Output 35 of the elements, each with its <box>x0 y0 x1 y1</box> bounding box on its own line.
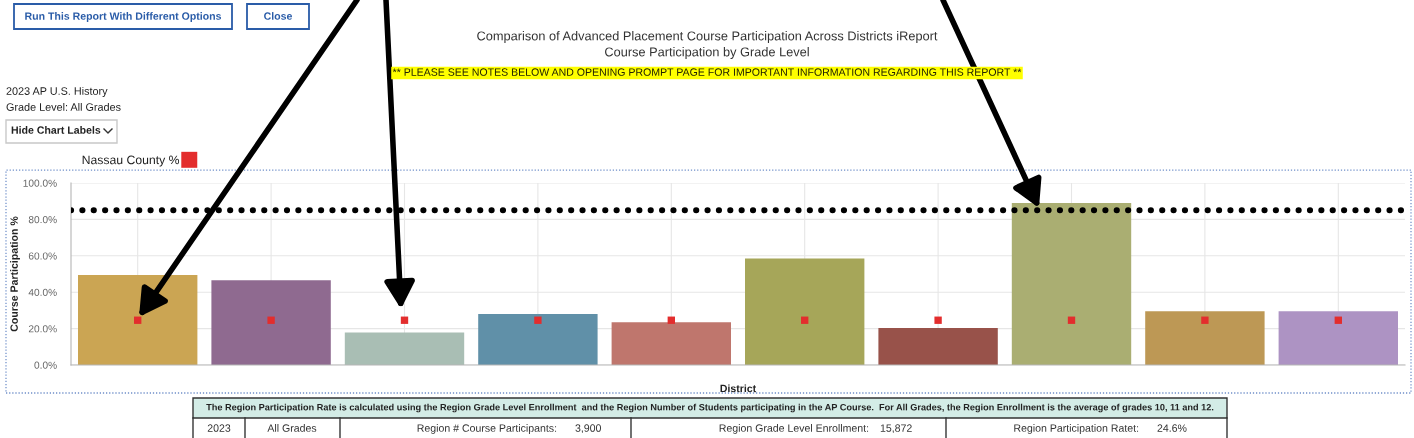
bar <box>1278 311 1398 365</box>
text: Region # Course Participants: <box>417 424 557 434</box>
bar <box>211 280 331 365</box>
y-tick-label: 0.0% <box>34 361 57 369</box>
text: Run This Report With Different Options <box>25 12 222 22</box>
text: All Grades <box>267 424 317 432</box>
bar <box>78 274 198 365</box>
text: Close <box>264 12 293 20</box>
chart-title: Comparison of Advanced Placement Course Participation Across Districts iReport <box>477 31 938 43</box>
text: Region Grade Level Enrollment: <box>719 424 869 434</box>
text: ** PLEASE SEE NOTES BELOW AND OPENING PROMPT PAGE FOR IMPORTANT INFORMATION REGARDING THIS REPORT ** <box>392 68 1022 76</box>
x-axis-title: District <box>720 384 757 393</box>
text: 2023 AP U.S. History <box>6 86 108 98</box>
text: 2023 <box>207 424 231 432</box>
y-axis-title: Course Participation % <box>10 216 20 332</box>
bar <box>478 314 598 365</box>
y-tick-label: 60.0% <box>28 252 57 260</box>
text: Hide Chart Labels <box>11 126 101 134</box>
text: 24.6% <box>1157 424 1187 432</box>
bar <box>1145 311 1265 365</box>
text: Grade Level: All Grades <box>6 102 121 111</box>
text: 3,900 <box>575 424 601 434</box>
y-tick-label: 80.0% <box>28 215 57 224</box>
text: The Region Participation Rate is calculated using the Region Grade Level Enrollment and the Region Number of Students participating in the AP Course. For All Grades, the Region Enrollment is the average of grades 10, 11 and 12. <box>206 403 1214 413</box>
bar <box>878 328 998 365</box>
text: 15,872 <box>880 424 912 434</box>
bar <box>1011 203 1132 365</box>
y-tick-label: 20.0% <box>28 325 57 333</box>
text: Region Participation Ratet: <box>1014 424 1139 434</box>
bar <box>611 322 731 365</box>
chart-subtitle: Course Participation by Grade Level <box>605 47 809 59</box>
bar <box>745 258 865 365</box>
y-tick-label: 100.0% <box>23 179 57 187</box>
y-tick-label: 40.0% <box>28 288 57 296</box>
legend-label: Nassau County % <box>82 155 180 167</box>
